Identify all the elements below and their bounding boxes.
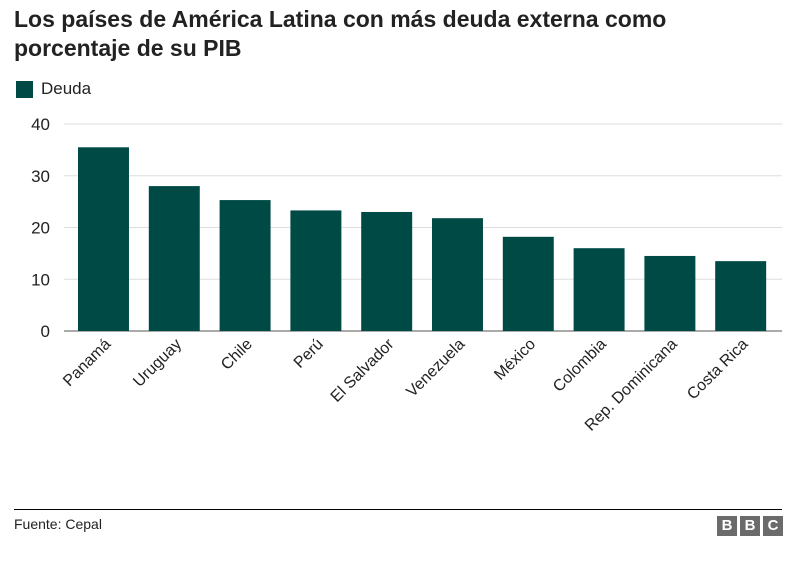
- bar: [502, 236, 554, 331]
- logo-letter: B: [717, 516, 737, 536]
- bar: [644, 255, 696, 331]
- bar: [432, 218, 483, 331]
- bar: [290, 210, 342, 331]
- bar: [148, 186, 200, 331]
- bar: [78, 147, 129, 331]
- legend-swatch: [16, 80, 33, 98]
- bbc-logo: B B C: [714, 516, 783, 536]
- bar: [219, 200, 271, 331]
- x-tick-label: Venezuela: [403, 336, 468, 401]
- y-tick-label: 30: [31, 167, 50, 186]
- y-tick-label: 0: [41, 322, 50, 341]
- bar: [361, 211, 413, 331]
- y-tick-label: 40: [31, 115, 50, 134]
- x-tick-label: Perú: [291, 336, 327, 372]
- bar: [573, 248, 625, 331]
- x-tick-label: Panamá: [60, 336, 114, 390]
- footer-divider: [14, 509, 782, 510]
- bar: [715, 261, 767, 331]
- logo-letter: B: [740, 516, 760, 536]
- x-tick-label: México: [491, 336, 539, 384]
- logo-letter: C: [763, 516, 783, 536]
- x-tick-label: Costa Rica: [684, 336, 751, 403]
- legend-label: Deuda: [41, 79, 92, 98]
- bar-chart: 0 10 20 30 40 Panamá Uruguay Chile Perú El Salvad…: [31, 115, 782, 435]
- y-tick-label: 10: [31, 270, 50, 289]
- x-tick-label: Uruguay: [130, 336, 185, 391]
- x-tick-label: Colombia: [550, 336, 610, 396]
- x-tick-label: El Salvador: [328, 335, 398, 405]
- x-tick-label: Chile: [218, 336, 256, 374]
- legend: Deuda: [16, 79, 91, 99]
- source-note: Fuente: Cepal: [14, 516, 102, 532]
- chart-title: Los países de América Latina con más deu…: [14, 6, 667, 61]
- y-tick-label: 20: [31, 219, 50, 238]
